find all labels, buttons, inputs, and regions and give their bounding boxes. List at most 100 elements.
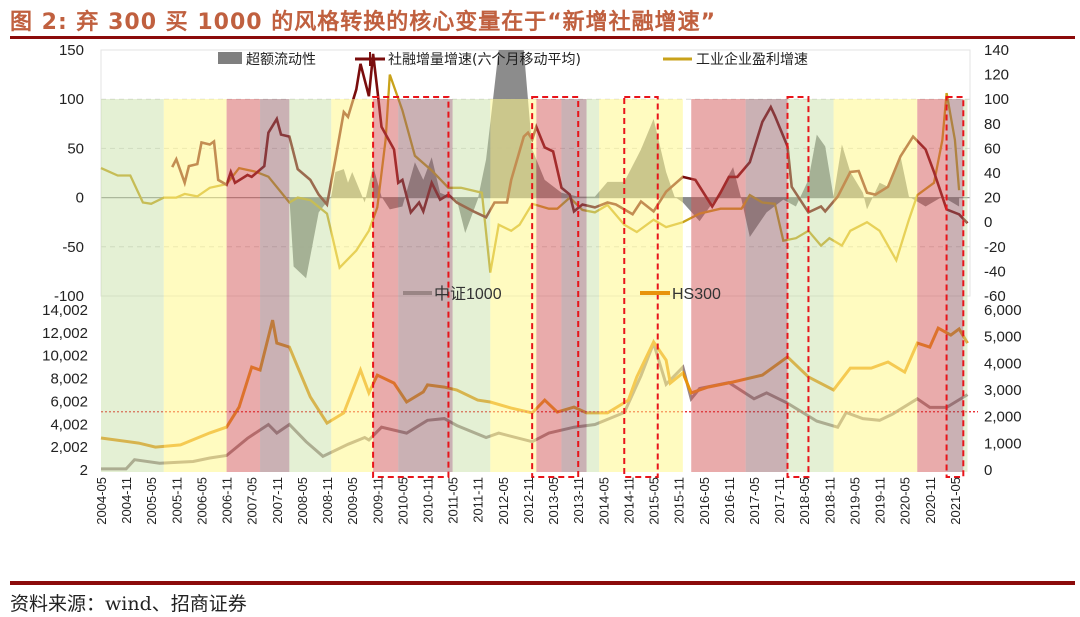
regime-band-mauve [561, 99, 587, 472]
highlight-boxes [372, 96, 965, 478]
regime-band-mauve [260, 99, 290, 472]
top-left-axis-tick: 50 [67, 140, 84, 157]
bottom-left-axis-tick: 10,002 [42, 348, 88, 365]
x-axis-tick: 2004-11 [119, 477, 134, 524]
x-axis-tick: 2005-11 [169, 477, 184, 524]
x-axis-tick: 2007-11 [270, 477, 285, 524]
x-axis-tick: 2011-05 [446, 477, 461, 524]
x-axis-tick: 2018-05 [797, 477, 812, 525]
x-axis-tick: 2020-05 [898, 477, 913, 525]
x-axis-tick: 2009-05 [345, 477, 360, 525]
x-axis-tick: 2012-11 [521, 477, 536, 524]
x-axis-tick: 2010-05 [395, 477, 410, 525]
regime-band-red [226, 99, 261, 472]
top-left-axis-tick: 0 [76, 190, 84, 207]
x-axis-tick: 2017-11 [772, 477, 787, 524]
top-right-axis-tick: 80 [984, 116, 1001, 133]
x-axis-tick: 2017-05 [747, 477, 762, 525]
bottom-left-axis-tick: 12,002 [42, 325, 88, 342]
x-axis-tick: 2021-05 [948, 477, 963, 525]
bottom-right-axis-tick: 6,000 [984, 302, 1022, 319]
bottom-right-axis-tick: 2,000 [984, 409, 1022, 426]
bottom-right-axis-tick: 1,000 [984, 435, 1022, 452]
highlight-box [623, 96, 659, 478]
regime-band-red [536, 99, 562, 472]
highlight-box [945, 96, 965, 478]
bottom-left-axis-tick: 6,002 [50, 393, 88, 410]
x-axis-tick: 2004-05 [94, 477, 109, 525]
regime-band-green [787, 99, 834, 472]
axes: 150100500-50-100140120100806040200-20-40… [42, 42, 1021, 525]
x-axis-tick: 2019-11 [873, 477, 888, 524]
legend-label-excess-liquidity: 超额流动性 [246, 52, 316, 68]
top-left-axis-tick: 100 [59, 91, 84, 108]
legend-swatch-excess-liquidity [218, 52, 242, 64]
legend-label-social-financing: 社融增量增速(六个月移动平均) [388, 52, 581, 68]
x-axis-tick: 2018-11 [822, 477, 837, 524]
regime-band-green [101, 99, 164, 472]
regime-band-yellow [490, 99, 537, 472]
source-note: 资料来源：wind、招商证券 [10, 593, 247, 615]
regime-band-mauve [745, 99, 788, 472]
top-right-axis-tick: 20 [984, 190, 1001, 207]
legend: 超额流动性 社融增量增速(六个月移动平均) 工业企业盈利增速 中证1000 HS… [218, 51, 808, 303]
regime-bands [101, 99, 968, 472]
x-axis-tick: 2008-05 [295, 477, 310, 525]
top-right-axis-tick: -40 [984, 263, 1006, 280]
regime-band-green [289, 99, 332, 472]
top-right-axis-tick: 120 [984, 67, 1009, 84]
bottom-left-axis-tick: 2,002 [50, 439, 88, 456]
regime-band-red [691, 99, 746, 472]
regime-band-green [963, 99, 968, 472]
x-axis-tick: 2009-11 [370, 477, 385, 524]
regime-band-red [373, 99, 399, 472]
x-axis-tick: 2005-05 [144, 477, 159, 525]
top-right-axis-tick: -60 [984, 288, 1006, 305]
x-axis-tick: 2016-05 [697, 477, 712, 525]
x-axis-tick: 2011-11 [471, 477, 486, 523]
bottom-right-axis-tick: 4,000 [984, 355, 1022, 372]
x-axis-tick: 2006-05 [194, 477, 209, 525]
x-axis-tick: 2014-05 [596, 477, 611, 525]
title-rule [10, 36, 1075, 39]
x-axis-tick: 2016-11 [722, 477, 737, 524]
x-axis-tick: 2013-05 [546, 477, 561, 525]
bottom-left-axis-tick: 4,002 [50, 416, 88, 433]
regime-band-yellow [833, 99, 918, 472]
top-left-axis-tick: -100 [54, 288, 84, 305]
bottom-right-axis-tick: 0 [984, 462, 992, 479]
bottom-right-axis-tick: 5,000 [984, 329, 1022, 346]
bottom-left-axis-tick: 2 [80, 462, 88, 479]
footer-rule [10, 581, 1075, 585]
top-right-axis-tick: 140 [984, 42, 1009, 59]
top-left-axis-tick: -50 [62, 239, 84, 256]
highlight-box [786, 96, 810, 478]
x-axis-tick: 2008-11 [320, 477, 335, 524]
regime-band-mauve [946, 99, 964, 472]
figure-title: 图 2: 弃 300 买 1000 的风格转换的核心变量在于“新增社融增速” [10, 10, 717, 35]
regime-band-mauve [398, 99, 453, 472]
bottom-left-axis-tick: 14,002 [42, 302, 88, 319]
top-right-axis-tick: 60 [984, 140, 1001, 157]
highlight-box [372, 96, 450, 478]
x-axis-tick: 2019-05 [847, 477, 862, 525]
top-right-axis-tick: 0 [984, 214, 992, 231]
legend-label-csi1000: 中证1000 [434, 285, 502, 303]
bottom-left-axis-tick: 8,002 [50, 371, 88, 388]
top-right-axis-tick: 100 [984, 91, 1009, 108]
x-axis-tick: 2012-05 [496, 477, 511, 525]
bottom-right-axis-tick: 3,000 [984, 382, 1022, 399]
x-axis-tick: 2007-05 [245, 477, 260, 525]
regime-band-green [586, 99, 600, 472]
x-axis-tick: 2020-11 [923, 477, 938, 524]
x-axis-tick: 2015-11 [672, 477, 687, 524]
x-axis-tick: 2015-05 [647, 477, 662, 525]
top-right-axis-tick: 40 [984, 165, 1001, 182]
regime-band-yellow [163, 99, 227, 472]
legend-label-industrial-profit: 工业企业盈利增速 [696, 51, 808, 68]
x-axis-tick: 2014-11 [621, 477, 636, 524]
regime-band-green [452, 99, 491, 472]
x-axis-tick: 2006-11 [220, 477, 235, 524]
legend-label-hs300: HS300 [672, 286, 721, 303]
